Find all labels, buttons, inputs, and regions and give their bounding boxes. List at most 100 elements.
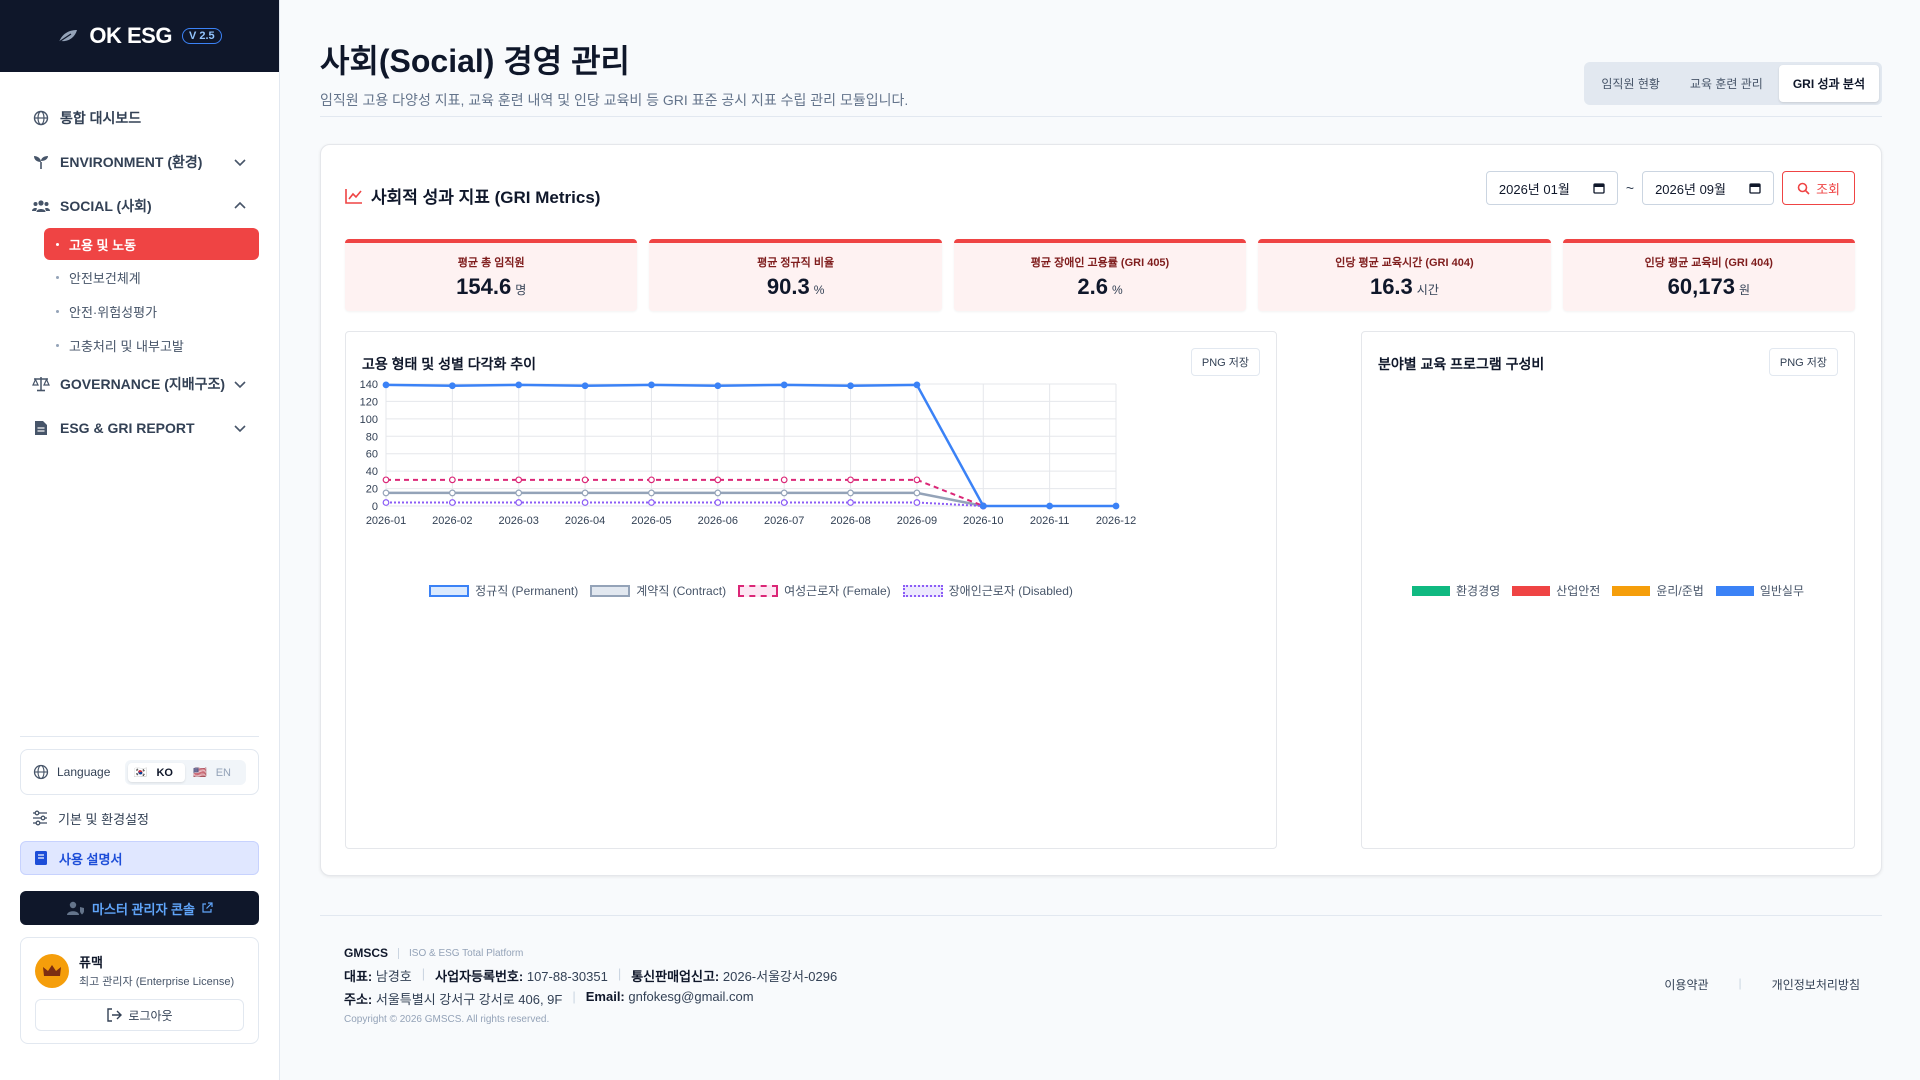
language-label: Language (57, 765, 111, 779)
biz-number: 107-88-30351 (526, 969, 608, 984)
legend-item[interactable]: 환경경영 (1411, 582, 1501, 599)
globe-icon (33, 764, 49, 780)
legend-item[interactable]: 윤리/준법 (1612, 582, 1704, 599)
legend-label: 환경경영 (1455, 584, 1501, 598)
data-point (448, 382, 456, 390)
data-point (382, 476, 390, 484)
legend-swatch (1612, 585, 1651, 596)
data-point (648, 476, 655, 484)
user-role: 최고 관리자 (Enterprise License) (79, 976, 235, 988)
lang-en-button[interactable]: 🇺🇸 EN (192, 766, 231, 779)
gri-metrics-card: 사회적 성과 지표 (GRI Metrics) 2026년 01월 ~ 2026… (320, 144, 1882, 876)
kpi-card: 평균 정규직 비율 90.3% (649, 239, 942, 311)
date-from-input[interactable]: 2026년 01월 (1485, 171, 1618, 205)
tab-training[interactable]: 교육 훈련 관리 (1689, 77, 1763, 91)
data-point (448, 489, 456, 497)
nav-environment[interactable]: ENVIRONMENT (환경) (20, 140, 259, 184)
settings-label: 기본 및 환경설정 (58, 811, 149, 827)
crown-avatar-icon (35, 953, 69, 988)
brand-name: OK ESG (89, 23, 172, 48)
lang-ko-button[interactable]: 🇰🇷 KO (127, 762, 185, 782)
terms-link[interactable]: 이용약관 (1664, 978, 1709, 992)
user-shield-icon (67, 901, 85, 915)
nav-environment-label: ENVIRONMENT (환경) (60, 154, 203, 170)
email: gnfokesg@gmail.com (628, 989, 754, 1004)
logout-button[interactable]: 로그아웃 (35, 999, 244, 1031)
subnav-safety-health[interactable]: 안전보건체계 (44, 260, 259, 294)
data-point (913, 381, 921, 389)
data-point (382, 381, 390, 389)
x-tick-label: 2026-10 (963, 515, 1003, 527)
master-console-button[interactable]: 마스터 관리자 콘솔 (20, 891, 259, 925)
legend-item[interactable]: 일반실무 (1715, 582, 1804, 599)
x-tick-label: 2026-02 (432, 515, 472, 527)
globe-icon (32, 109, 50, 127)
kpi-row: 평균 총 임직원 154.6 명 평균 정규직 비율 90.3% 평균 장애인 고… (345, 239, 1856, 311)
legend-label: 일반실무 (1759, 584, 1804, 598)
nav-governance[interactable]: GOVERNANCE (지배구조) (20, 362, 259, 406)
seedling-icon (32, 153, 50, 171)
legend-item[interactable]: 산업안전 (1512, 582, 1600, 599)
main-nav: 통합 대시보드 ENVIRONMENT (환경) SOCIAL (사회) 고용 … (0, 72, 279, 450)
data-point (913, 489, 921, 497)
version-badge: V 2.5 (181, 28, 222, 44)
tab-employee-status[interactable]: 임직원 현황 (1601, 77, 1660, 91)
data-point (648, 489, 655, 497)
legend-label: 윤리/준법 (1656, 584, 1704, 598)
data-point (780, 499, 788, 506)
kpi-value: 90.3 (766, 274, 810, 299)
footer-org: GMSCS (344, 946, 389, 960)
sales-label: 통신판매업신고: (631, 969, 720, 984)
kpi-label: 평균 정규직 비율 (757, 257, 835, 269)
data-point (581, 382, 589, 390)
nav-dashboard[interactable]: 통합 대시보드 (20, 96, 259, 140)
biz-label: 사업자등록번호: (435, 969, 524, 984)
chart-legend: 정규직 (Permanent) 계약직 (Contract) 여성근로자 (Fema… (346, 582, 1156, 599)
nav-social[interactable]: SOCIAL (사회) (20, 184, 259, 228)
leaf-logo-icon (59, 30, 78, 43)
tab-gri-analysis[interactable]: GRI 성과 분석 (1778, 65, 1879, 102)
png-save-button[interactable]: PNG 저장 (1768, 348, 1838, 376)
subnav-risk-assessment[interactable]: 안전·위험성평가 (44, 294, 259, 328)
legend-item[interactable]: 정규직 (Permanent) (429, 582, 578, 599)
calendar-icon (1593, 183, 1605, 194)
document-icon (32, 419, 50, 437)
footer-links: 이용약관 | 개인정보처리방침 (1664, 976, 1860, 992)
privacy-link[interactable]: 개인정보처리방침 (1771, 978, 1860, 992)
legend-item[interactable]: 장애인근로자 (Disabled) (902, 582, 1073, 599)
nav-governance-label: GOVERNANCE (지배구조) (60, 376, 226, 392)
subnav-employment[interactable]: 고용 및 노동 (44, 228, 259, 260)
legend-item[interactable]: 여성근로자 (Female) (738, 582, 891, 599)
y-tick-label: 0 (372, 501, 378, 513)
external-link-icon (202, 902, 213, 913)
chevron-down-icon (234, 381, 246, 389)
data-point (847, 499, 854, 506)
search-button[interactable]: 조회 (1782, 171, 1855, 205)
subnav-label: 고용 및 노동 (69, 237, 137, 253)
kpi-value: 2.6 (1077, 274, 1108, 299)
data-point (515, 499, 523, 506)
legend-item[interactable]: 계약직 (Contract) (590, 582, 726, 599)
logout-icon (107, 1008, 123, 1022)
bullet-icon (56, 275, 59, 279)
manual-link[interactable]: 사용 설명서 (20, 841, 259, 875)
user-name: 퓨맥 (79, 955, 103, 970)
kpi-label: 인당 평균 교육시간 (GRI 404) (1335, 257, 1474, 269)
legend-swatch (1715, 585, 1754, 596)
x-tick-label: 2026-05 (631, 515, 671, 527)
kpi-value: 60,173 (1667, 274, 1735, 299)
settings-link[interactable]: 기본 및 환경설정 (20, 801, 259, 835)
data-point (581, 476, 589, 484)
legend-label: 장애인근로자 (Disabled) (948, 584, 1073, 598)
date-to-input[interactable]: 2026년 09월 (1642, 171, 1775, 205)
line-chart: 0 20 40 60 80 100 120 140 2026-01 2026-02 2026-03 2… (360, 379, 1137, 527)
subnav-grievance[interactable]: 고충처리 및 내부고발 (44, 328, 259, 362)
addr-label: 주소: (344, 992, 373, 1007)
nav-report[interactable]: ESG & GRI REPORT (20, 406, 259, 450)
data-point (581, 499, 589, 506)
sidebar-bottom: Language 🇰🇷 KO 🇺🇸 EN 기본 및 환경설정 사용 설명서 마스… (20, 736, 259, 1044)
legend-label: 정규직 (Permanent) (475, 584, 579, 598)
png-save-button[interactable]: PNG 저장 (1190, 348, 1260, 376)
brand-header[interactable]: OK ESG V 2.5 (0, 0, 279, 72)
y-tick-label: 20 (366, 484, 378, 496)
